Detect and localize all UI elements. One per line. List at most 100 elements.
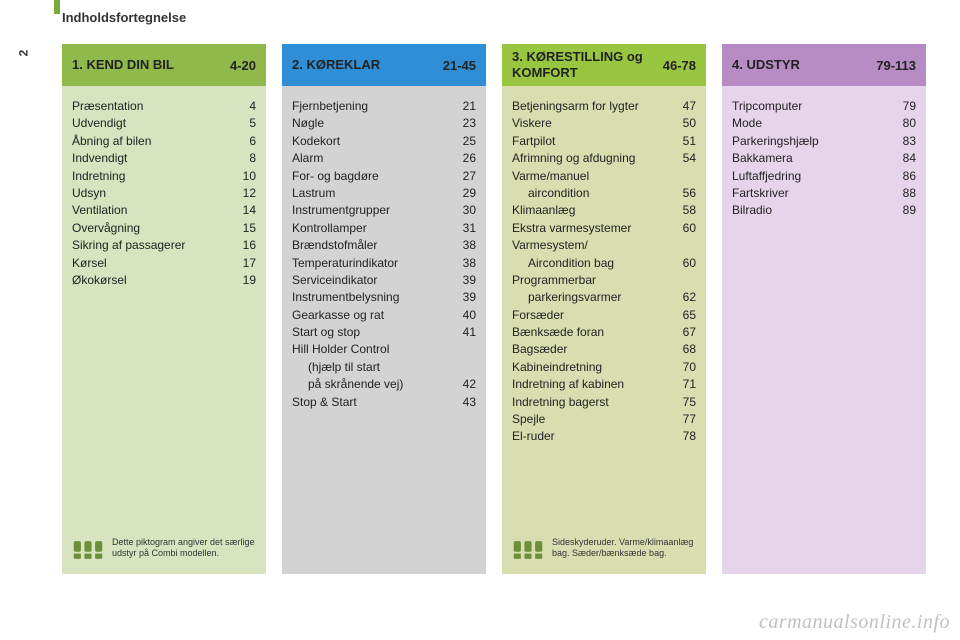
column-header: 4. UDSTYR79-113 bbox=[722, 44, 926, 86]
seat-pictogram bbox=[512, 537, 544, 566]
toc-entry-label: Instrumentgrupper bbox=[292, 202, 450, 219]
page-accent bbox=[54, 0, 60, 14]
toc-entry-page: 50 bbox=[670, 115, 696, 132]
toc-entry-label: Lastrum bbox=[292, 185, 450, 202]
toc-entry-label: Nøgle bbox=[292, 115, 450, 132]
toc-entry-page: 78 bbox=[670, 428, 696, 445]
toc-entry: Ventilation14 bbox=[72, 202, 256, 219]
toc-entry-page: 25 bbox=[450, 133, 476, 150]
toc-entry-label: Økokørsel bbox=[72, 272, 230, 289]
toc-entry-page: 39 bbox=[450, 289, 476, 306]
toc-entry: Luftaffjedring86 bbox=[732, 168, 916, 185]
toc-entry-label: Sikring af passagerer bbox=[72, 237, 230, 254]
toc-entry-label: Bænksæde foran bbox=[512, 324, 670, 341]
toc-entry-label: Præsentation bbox=[72, 98, 230, 115]
toc-entry: Tripcomputer79 bbox=[732, 98, 916, 115]
toc-entry: Bænksæde foran67 bbox=[512, 324, 696, 341]
seat-icon bbox=[72, 537, 104, 563]
toc-entry: Indretning af kabinen71 bbox=[512, 376, 696, 393]
toc-entry-label: Instrumentbelysning bbox=[292, 289, 450, 306]
toc-entry-label: Tripcomputer bbox=[732, 98, 890, 115]
toc-entry-page: 84 bbox=[890, 150, 916, 167]
toc-entry-page: 60 bbox=[670, 255, 696, 272]
toc-entry-page: 88 bbox=[890, 185, 916, 202]
toc-entry: Hill Holder Control bbox=[292, 341, 476, 358]
toc-entry: Fartpilot51 bbox=[512, 133, 696, 150]
toc-entry-label: Viskere bbox=[512, 115, 670, 132]
toc-entry: Alarm26 bbox=[292, 150, 476, 167]
toc-entry-page: 14 bbox=[230, 202, 256, 219]
toc-entry: Brændstofmåler38 bbox=[292, 237, 476, 254]
page-title: Indholdsfortegnelse bbox=[62, 10, 186, 25]
toc-entry: Kontrollamper31 bbox=[292, 220, 476, 237]
toc-entry-page: 31 bbox=[450, 220, 476, 237]
toc-entry-label: aircondition bbox=[512, 185, 670, 202]
toc-entry-label: Hill Holder Control bbox=[292, 341, 450, 358]
toc-entry: Nøgle23 bbox=[292, 115, 476, 132]
toc-entry: Ekstra varmesystemer60 bbox=[512, 220, 696, 237]
toc-entry-label: Varme/manuel bbox=[512, 168, 670, 185]
toc-entry: aircondition56 bbox=[512, 185, 696, 202]
toc-entry-page bbox=[450, 341, 476, 358]
toc-entry-label: Udsyn bbox=[72, 185, 230, 202]
toc-entry-page: 21 bbox=[450, 98, 476, 115]
toc-entry-page: 12 bbox=[230, 185, 256, 202]
column-body: Fjernbetjening21Nøgle23Kodekort25Alarm26… bbox=[282, 86, 486, 574]
column-title: 3. KØRESTILLING og KOMFORT bbox=[512, 49, 657, 80]
page-number: 2 bbox=[16, 50, 30, 57]
column-footnote: Sideskyderuder. Varme/klimaanlæg bag. Sæ… bbox=[512, 537, 696, 566]
column-range: 21-45 bbox=[437, 58, 476, 73]
toc-entry-label: Kabineindretning bbox=[512, 359, 670, 376]
watermark: carmanualsonline.info bbox=[759, 611, 950, 634]
column-range: 79-113 bbox=[870, 58, 916, 73]
toc-entry: Forsæder65 bbox=[512, 307, 696, 324]
toc-entry-label: Kodekort bbox=[292, 133, 450, 150]
toc-entry: Viskere50 bbox=[512, 115, 696, 132]
toc-entry: Bilradio89 bbox=[732, 202, 916, 219]
toc-entry-page: 62 bbox=[670, 289, 696, 306]
toc-entry-page: 26 bbox=[450, 150, 476, 167]
toc-entry-label: Indretning bbox=[72, 168, 230, 185]
toc-entry: parkeringsvarmer62 bbox=[512, 289, 696, 306]
toc-entry-page: 39 bbox=[450, 272, 476, 289]
toc-entry: Indretning10 bbox=[72, 168, 256, 185]
seat-icon bbox=[512, 537, 544, 563]
toc-entry: El-ruder78 bbox=[512, 428, 696, 445]
toc-entry-page bbox=[450, 359, 476, 376]
toc-entry-page: 15 bbox=[230, 220, 256, 237]
toc-entry-page: 30 bbox=[450, 202, 476, 219]
toc-entry-page: 47 bbox=[670, 98, 696, 115]
toc-entry: Lastrum29 bbox=[292, 185, 476, 202]
toc-entry-label: (hjælp til start bbox=[292, 359, 450, 376]
column-title: 1. KEND DIN BIL bbox=[72, 57, 224, 73]
toc-entry-label: Betjeningsarm for lygter bbox=[512, 98, 670, 115]
toc-entry: Programmerbar bbox=[512, 272, 696, 289]
toc-entry-page: 8 bbox=[230, 150, 256, 167]
toc-entry: Mode80 bbox=[732, 115, 916, 132]
toc-entry: Parkeringshjælp83 bbox=[732, 133, 916, 150]
toc-entry-page: 89 bbox=[890, 202, 916, 219]
toc-entry-page: 75 bbox=[670, 394, 696, 411]
toc-entry-label: Kørsel bbox=[72, 255, 230, 272]
toc-entry-page: 54 bbox=[670, 150, 696, 167]
toc-entry-label: Varmesystem/ bbox=[512, 237, 670, 254]
toc-entry: Indvendigt8 bbox=[72, 150, 256, 167]
toc-entry-page: 67 bbox=[670, 324, 696, 341]
toc-entry-page: 16 bbox=[230, 237, 256, 254]
toc-entry-label: Spejle bbox=[512, 411, 670, 428]
column-range: 46-78 bbox=[657, 58, 696, 73]
toc-entry-page: 71 bbox=[670, 376, 696, 393]
toc-entry-page: 41 bbox=[450, 324, 476, 341]
column-range: 4-20 bbox=[224, 58, 256, 73]
toc-entry-page: 29 bbox=[450, 185, 476, 202]
toc-entry: Overvågning15 bbox=[72, 220, 256, 237]
toc-entry-label: Serviceindikator bbox=[292, 272, 450, 289]
toc-entry-page: 51 bbox=[670, 133, 696, 150]
toc-entry-label: Forsæder bbox=[512, 307, 670, 324]
toc-entry-page: 86 bbox=[890, 168, 916, 185]
toc-entry: (hjælp til start bbox=[292, 359, 476, 376]
toc-entry-page: 68 bbox=[670, 341, 696, 358]
toc-entry-label: Afrimning og afdugning bbox=[512, 150, 670, 167]
toc-entry: Udvendigt5 bbox=[72, 115, 256, 132]
toc-column: 3. KØRESTILLING og KOMFORT46-78 Betjening… bbox=[502, 44, 706, 574]
